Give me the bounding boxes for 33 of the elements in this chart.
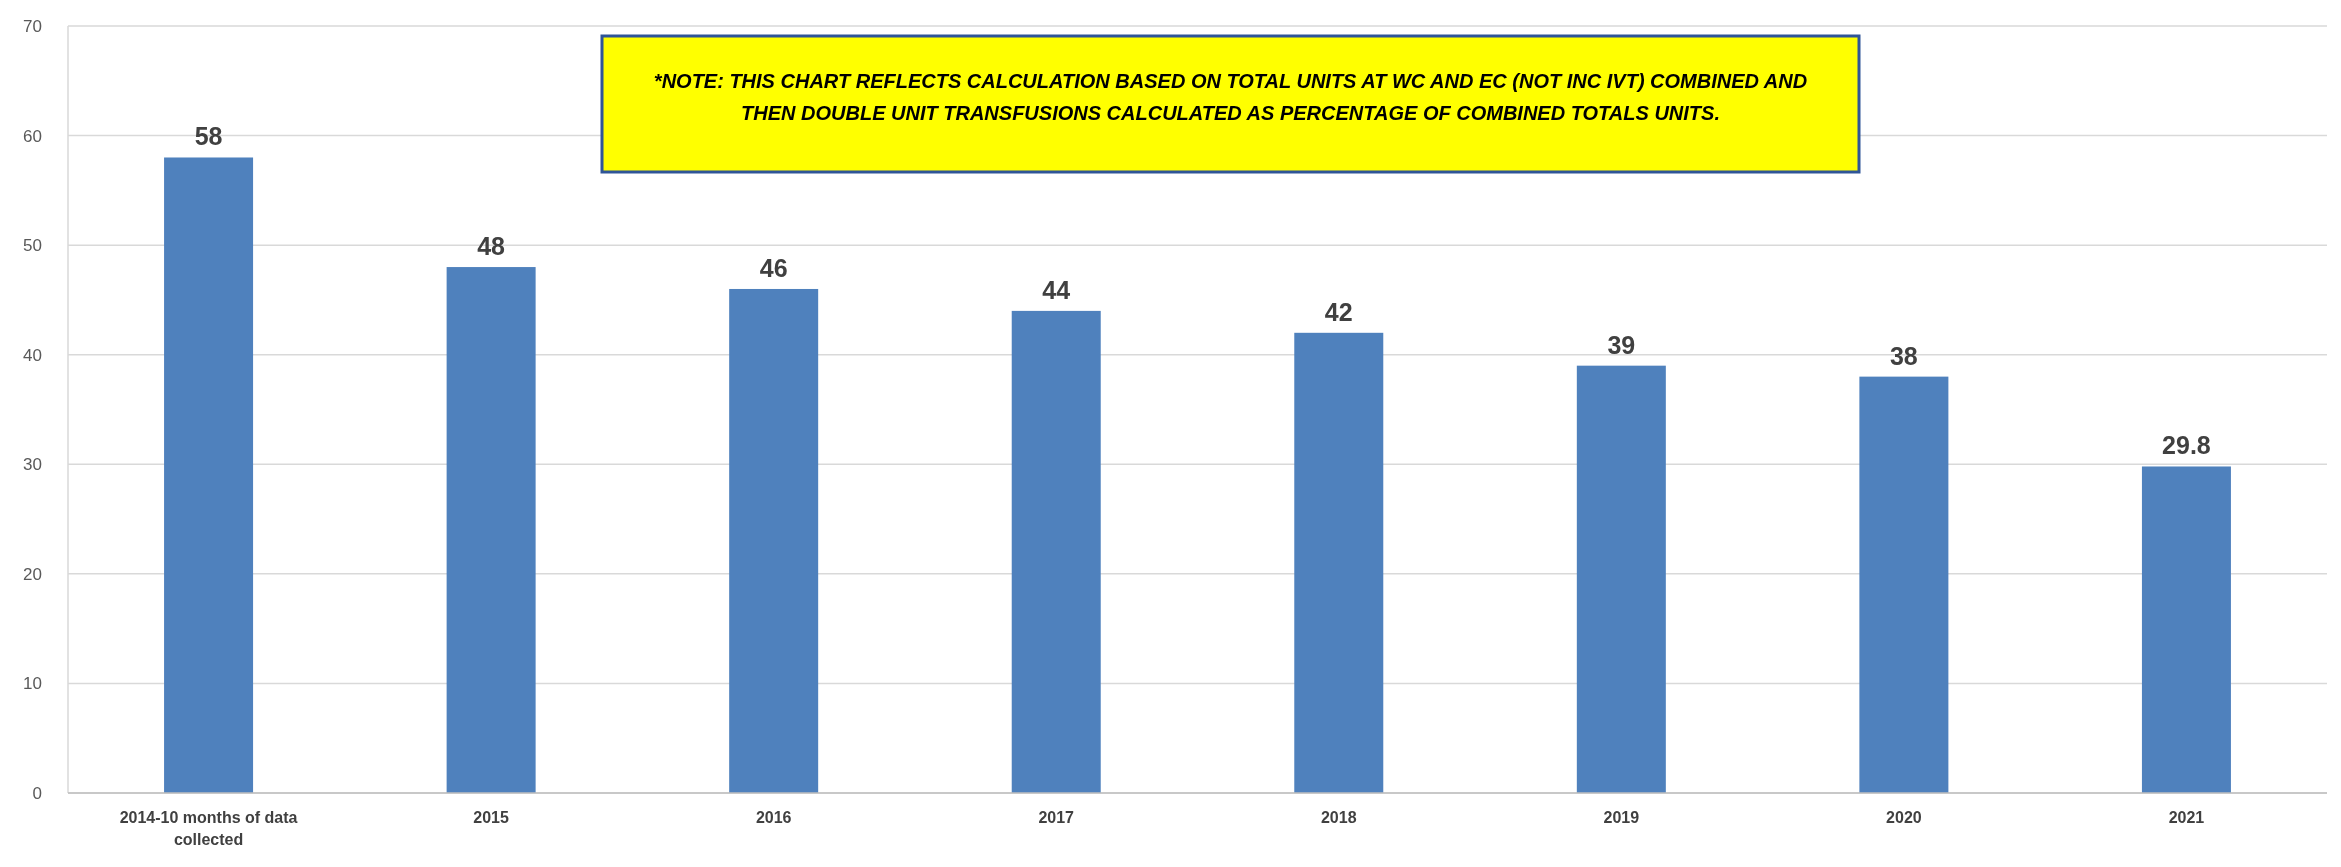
y-tick-label: 50 [23,236,42,256]
data-label: 48 [477,232,506,261]
y-tick-label: 70 [23,16,42,36]
bar [1294,332,1384,793]
y-tick-label: 30 [23,455,42,475]
bar [1576,365,1666,793]
data-label: 39 [1607,330,1636,359]
y-tick-label: 20 [23,564,42,584]
data-label: 38 [1889,341,1918,370]
x-tick-label: 2017 [1038,809,1075,826]
x-tick-label: 2016 [755,809,792,826]
x-tick-label: 2019 [1603,809,1640,826]
data-label: 29.8 [2162,431,2211,460]
bar [1859,376,1949,793]
bar [2141,466,2231,793]
x-tick-label: 2018 [1320,809,1357,826]
data-label: 44 [1042,275,1071,304]
y-tick-label: 40 [23,345,42,365]
annotation: *NOTE: THIS CHART REFLECTS CALCULATION BASED ON TOTAL UNITS AT WC AND EC (NOT INC IVT) COMBINED AND THEN DOUBLE UNIT TRANSFUSIONS CALCULATED AS PERCENTAGE OF COMBINED TOTALS UNITS. [653,70,1808,124]
data-label: 46 [759,253,788,282]
x-tick-label: 2014-10 months of data collected [119,809,298,848]
x-tick-label: 2020 [1886,809,1922,826]
data-label: 42 [1324,297,1353,326]
y-tick-label: 10 [23,674,42,694]
bar [729,288,819,793]
y-tick-label: 60 [23,126,42,146]
bar [446,267,536,793]
bar [1011,310,1101,793]
y-tick-label: 0 [32,783,42,803]
data-label: 58 [194,122,223,151]
x-tick-label: 2015 [473,809,510,826]
bar [164,157,254,793]
x-tick-label: 2021 [2168,809,2205,826]
